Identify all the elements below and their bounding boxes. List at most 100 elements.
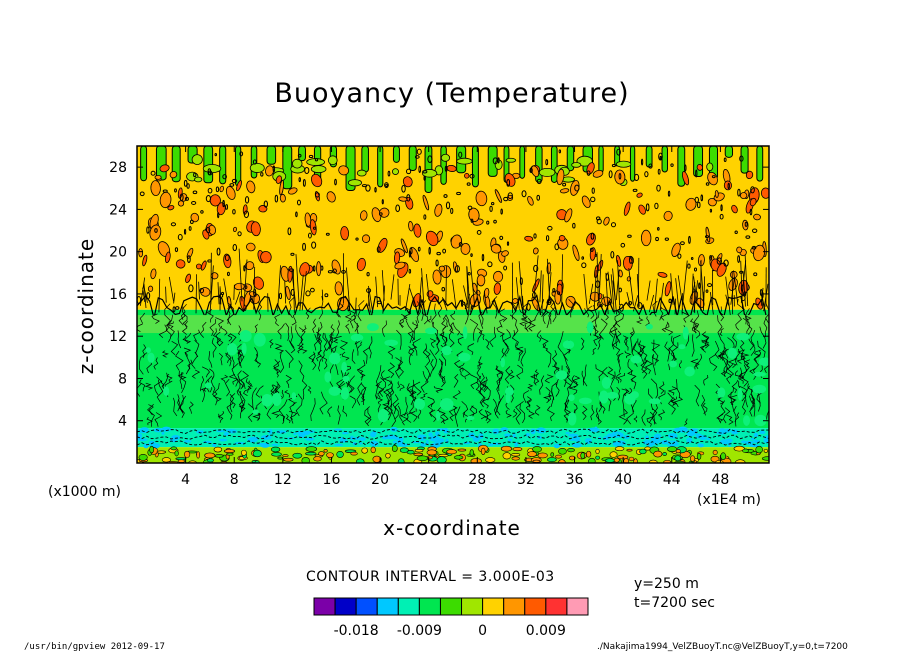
contour-dot xyxy=(186,183,190,189)
bottom-patch xyxy=(426,449,438,456)
green-layer-contour xyxy=(564,398,571,409)
contour-dot xyxy=(187,255,191,263)
upper-light-patch xyxy=(494,159,503,170)
green-layer-contour xyxy=(659,306,664,321)
green-layer-contour xyxy=(640,346,648,365)
green-layer-contour xyxy=(494,401,500,419)
green-layer-contour xyxy=(210,377,216,393)
contour-dot xyxy=(481,253,485,262)
mixing-contour xyxy=(693,276,698,302)
green-layer-contour xyxy=(318,358,322,372)
green-layer-contour xyxy=(738,372,744,384)
green-highlight-patch xyxy=(743,415,751,426)
mixing-contour xyxy=(291,271,297,309)
contour-dot xyxy=(744,221,748,227)
bottom-patch xyxy=(326,452,334,458)
contour-dot xyxy=(618,172,622,180)
orange-patch xyxy=(745,170,754,180)
green-layer-contour xyxy=(357,300,365,322)
cyan-patch xyxy=(271,443,279,446)
contour-dot xyxy=(656,184,661,192)
green-layer-contour xyxy=(661,321,670,333)
green-layer-contour xyxy=(311,351,317,371)
bottom-patch xyxy=(438,453,449,457)
green-layer-contour xyxy=(337,405,341,425)
contour-dot xyxy=(232,209,236,215)
green-highlight-patch xyxy=(462,326,468,340)
mixing-contour xyxy=(744,254,749,306)
green-layer-contour xyxy=(726,414,734,425)
green-layer-contour xyxy=(151,313,160,324)
green-layer-contour xyxy=(356,382,363,406)
upper-light-patch xyxy=(571,162,582,168)
colorbar: -0.018 -0.009 0 0.009 xyxy=(313,597,589,639)
green-layer-contour xyxy=(667,386,678,396)
green-layer-contour xyxy=(535,405,541,416)
green-layer-contour xyxy=(399,383,405,391)
x-tick-label: 4 xyxy=(181,472,190,488)
bottom-patch xyxy=(485,457,496,463)
mixing-contour xyxy=(139,277,146,306)
bottom-patch xyxy=(502,452,512,460)
green-layer-contour xyxy=(580,337,585,351)
cyan-patch xyxy=(143,427,148,432)
bottom-patch xyxy=(633,458,638,463)
cyan-patch xyxy=(574,439,581,442)
orange-patch xyxy=(657,271,668,278)
green-layer-contour xyxy=(618,408,628,425)
green-layer-contour xyxy=(684,418,688,426)
x-unit-right: (x1E4 m) xyxy=(697,492,761,508)
green-layer-contour xyxy=(763,318,768,338)
mixing-contour xyxy=(463,285,469,307)
mixing-contour xyxy=(217,282,220,305)
contour-dot xyxy=(207,170,213,176)
green-layer-contour xyxy=(627,358,633,375)
contour-dot xyxy=(460,299,464,307)
cyan-patch xyxy=(381,436,389,440)
upper-light-patch xyxy=(440,153,451,162)
contour-dot xyxy=(709,255,713,261)
colorbar-tick-label: -0.009 xyxy=(397,623,442,639)
cyan-patch xyxy=(514,442,519,447)
green-layer-contour xyxy=(450,311,455,321)
bottom-patch xyxy=(213,446,223,453)
bottom-patch xyxy=(537,452,548,459)
contour-dot xyxy=(751,245,757,250)
orange-patch xyxy=(398,196,408,202)
bottom-patch xyxy=(568,455,576,461)
green-layer-contour xyxy=(515,401,524,425)
green-layer-contour xyxy=(748,395,755,417)
contour-dot xyxy=(536,178,542,185)
mixing-contour xyxy=(441,297,448,311)
green-highlight-patch xyxy=(753,371,766,377)
contour-dot xyxy=(401,184,406,193)
contour-dot xyxy=(222,174,227,180)
time-info: t=7200 sec xyxy=(634,595,715,611)
green-layer-contour xyxy=(652,353,656,376)
green-layer-contour xyxy=(458,362,465,372)
green-layer-contour xyxy=(208,351,213,368)
green-layer-contour xyxy=(701,331,710,344)
x-tick-label: 32 xyxy=(517,472,535,488)
green-layer-contour xyxy=(310,398,316,422)
contour-dot xyxy=(302,179,306,187)
green-layer-contour xyxy=(730,391,735,413)
green-layer-contour xyxy=(550,387,554,407)
green-layer-contour xyxy=(330,324,335,336)
green-layer-contour xyxy=(201,386,207,403)
orange-patch xyxy=(685,197,697,211)
green-layer-contour xyxy=(597,333,602,350)
green-layer-contour xyxy=(164,303,171,327)
green-layer-contour xyxy=(476,327,482,343)
y-tick-label: 8 xyxy=(118,371,127,387)
green-layer-contour xyxy=(555,362,560,373)
bottom-patch xyxy=(457,448,467,452)
cyan-patch xyxy=(588,427,593,432)
cyan-patch xyxy=(216,430,226,433)
green-layer-contour xyxy=(752,353,761,377)
bottom-patch xyxy=(283,457,294,462)
cyan-patch xyxy=(758,430,766,435)
green-layer-contour xyxy=(431,303,437,327)
green-layer-contour xyxy=(544,374,554,384)
green-layer-contour xyxy=(565,374,572,389)
